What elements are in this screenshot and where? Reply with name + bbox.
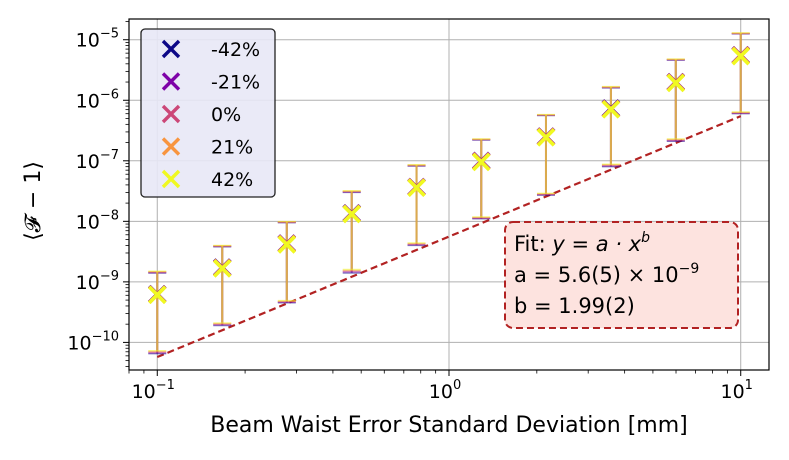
fit-annotation-box — [504, 221, 739, 329]
markers-42% — [147, 46, 751, 305]
y-tick-label: 10−9 — [76, 269, 119, 294]
legend-box — [140, 28, 276, 198]
y-tick-label: 10−6 — [76, 87, 119, 112]
axis-ticks: 10−1 100 101 10−10 10−9 10−8 10−7 10−6 10−5 — [67, 21, 753, 403]
y-tick-label: 10−8 — [76, 208, 119, 233]
data-point — [731, 46, 751, 66]
legend-label: 0% — [211, 104, 241, 126]
x-axis-label: Beam Waist Error Standard Deviation [mm] — [210, 413, 688, 438]
data-point — [536, 128, 556, 147]
legend-label: -21% — [211, 72, 260, 94]
legend-label: 21% — [211, 137, 253, 159]
x-tick-label: 101 — [720, 378, 752, 403]
fit-parameter-b: b = 1.99(2) — [514, 294, 635, 318]
fit-equation: Fit: y = a · xb — [514, 230, 650, 256]
y-tick-label: 10−10 — [67, 329, 119, 354]
fit-line — [156, 115, 742, 359]
x-tick-label: 100 — [429, 378, 461, 403]
data-point — [666, 73, 686, 93]
data-point — [342, 204, 361, 224]
data-point — [277, 235, 297, 254]
y-tick-label: 10−7 — [76, 148, 119, 173]
y-tick-label: 10−5 — [76, 27, 119, 52]
data-series — [147, 32, 751, 355]
data-point — [212, 259, 232, 278]
data-point — [471, 152, 491, 172]
legend-marker — [161, 72, 181, 91]
fit-parameter-a: a = 5.6(5) × 10−9 — [514, 261, 699, 287]
legend-marker — [161, 104, 181, 124]
y-axis-label: ⟨𝓕 − 1⟩ — [21, 161, 46, 241]
legend-label: 42% — [211, 169, 253, 191]
legend-label: -42% — [211, 39, 260, 61]
data-point — [407, 178, 426, 198]
legend-marker — [161, 39, 181, 59]
legend-marker — [161, 137, 181, 156]
legend: -42% -21% 0% 21% 42% — [140, 28, 276, 198]
x-tick-label: 10−1 — [132, 378, 175, 403]
data-point — [601, 100, 621, 119]
fit-layer — [156, 115, 742, 359]
fit-annotation: Fit: y = a · xb a = 5.6(5) × 10−9 b = 1.… — [504, 221, 739, 329]
data-point — [147, 285, 167, 305]
series-42% — [148, 32, 750, 352]
legend-marker — [161, 169, 181, 189]
